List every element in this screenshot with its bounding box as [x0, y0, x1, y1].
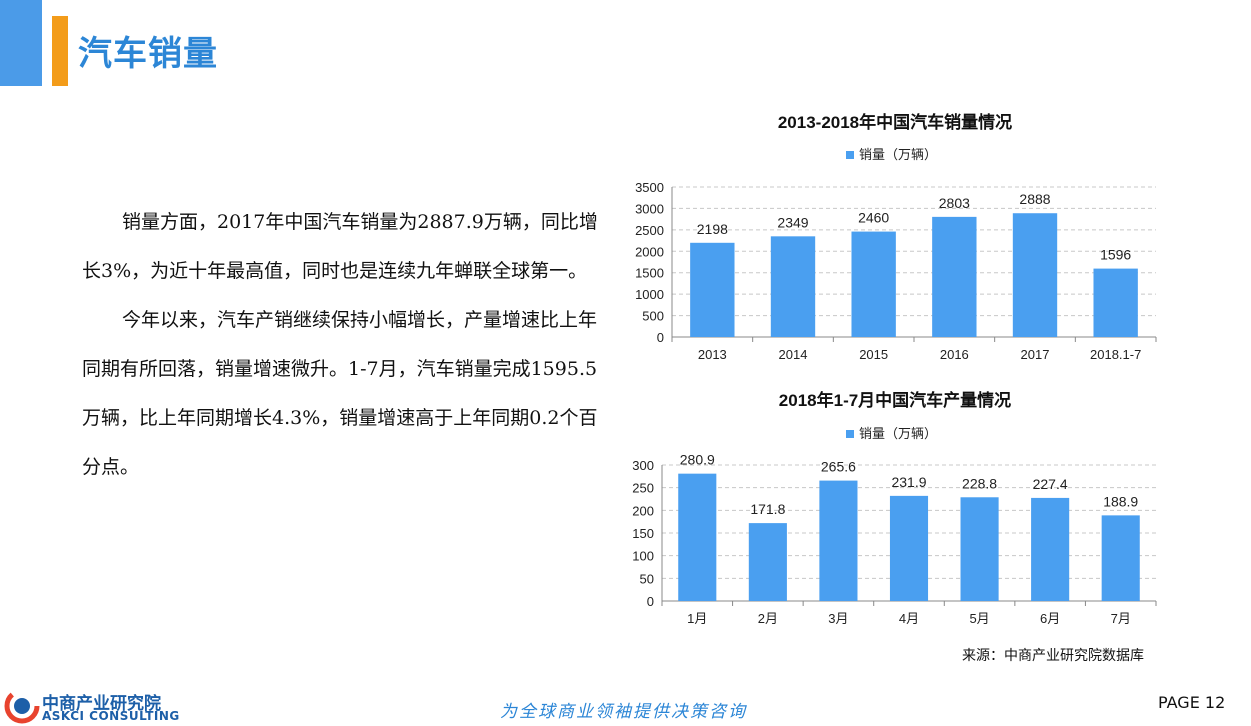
- chart2-bar: [819, 480, 858, 601]
- chart1-legend-swatch: [846, 151, 854, 159]
- body-text: 销量方面，2017年中国汽车销量为2887.9万辆，同比增长3%，为近十年最高值…: [82, 198, 602, 492]
- paragraph-1: 销量方面，2017年中国汽车销量为2887.9万辆，同比增长3%，为近十年最高值…: [82, 211, 598, 282]
- chart2-ytick-label: 300: [632, 458, 654, 473]
- chart2-data-label: 265.6: [821, 459, 856, 475]
- chart2-ytick-label: 250: [632, 481, 654, 496]
- chart1-bar: [932, 216, 977, 337]
- chart2-bar: [889, 495, 929, 601]
- chart1-x-label: 2013: [698, 347, 727, 362]
- chart1-data-label: 2803: [939, 195, 970, 211]
- chart1-title: 2013-2018年中国汽车销量情况: [777, 113, 1013, 132]
- chart1-x-label: 2017: [1021, 347, 1050, 362]
- chart1-x-label: 2018.1-7: [1090, 347, 1141, 362]
- source-note: 来源：中商产业研究院数据库: [962, 648, 1144, 664]
- chart1-ytick-label: 3000: [635, 201, 664, 216]
- chart1-bar: [1093, 268, 1138, 337]
- chart-1: 销量（万辆） 0 500 1000 1500 2000 2500 3000 3500 2198 20…: [635, 147, 1157, 362]
- chart-2: 销量（万辆） 0 50 100 150 200 250 300 280.9 1月 171.8 2月 26…: [632, 426, 1157, 626]
- header-accent-orange: [52, 16, 68, 86]
- chart2-bar: [748, 523, 787, 601]
- chart1-x-label: 2015: [859, 347, 888, 362]
- paragraph-2: 今年以来，汽车产销继续保持小幅增长，产量增速比上年同期有所回落，销量增速微升。1…: [82, 309, 598, 478]
- chart2-bar: [960, 497, 999, 601]
- chart2-legend-label: 销量（万辆）: [859, 426, 937, 441]
- logo-text-cn: 中商产业研究院: [42, 694, 161, 714]
- chart2-x-label: 2月: [758, 611, 778, 626]
- chart2-bar: [1031, 497, 1070, 601]
- chart2-data-label: 231.9: [891, 474, 926, 490]
- chart2-ytick-label: 100: [632, 549, 654, 564]
- chart1-ytick-label: 0: [657, 330, 664, 345]
- chart2-x-label: 5月: [969, 611, 989, 626]
- chart2-ytick-label: 0: [647, 594, 654, 609]
- chart1-ytick-label: 1000: [635, 287, 664, 302]
- chart2-data-label: 228.8: [962, 475, 997, 491]
- header-accent-blue: [0, 0, 42, 86]
- chart1-legend: 销量（万辆）: [846, 147, 937, 162]
- page-title: 汽车销量: [78, 34, 218, 74]
- chart2-x-label: 7月: [1111, 611, 1131, 626]
- chart2-x-label: 4月: [899, 611, 919, 626]
- chart2-x-label: 6月: [1040, 611, 1060, 626]
- chart1-data-label: 2460: [858, 210, 889, 226]
- slogan: 为全球商业领袖提供决策咨询: [500, 702, 747, 722]
- chart1-data-label: 2888: [1019, 191, 1050, 207]
- chart1-data-label: 2198: [697, 221, 728, 237]
- chart1-ytick-label: 2500: [635, 223, 664, 238]
- chart1-bar: [770, 236, 816, 337]
- chart2-title: 2018年1-7月中国汽车产量情况: [778, 391, 1012, 410]
- chart2-data-label: 227.4: [1033, 476, 1068, 492]
- chart1-x-label: 2016: [940, 347, 969, 362]
- chart2-ytick-label: 150: [632, 526, 654, 541]
- chart2-ytick-label: 200: [632, 503, 654, 518]
- chart1-x-label: 2014: [779, 347, 808, 362]
- page-number: PAGE 12: [1158, 693, 1226, 712]
- chart1-legend-label: 销量（万辆）: [859, 147, 937, 162]
- chart1-bar: [851, 231, 896, 337]
- chart1-ytick-label: 500: [642, 309, 664, 324]
- chart1-ytick-label: 3500: [635, 180, 664, 195]
- chart2-x-label: 1月: [687, 611, 707, 626]
- logo-text-en: ASKCI CONSULTING: [42, 709, 180, 723]
- chart1-bar: [1012, 213, 1058, 337]
- chart2-bar: [1101, 515, 1140, 601]
- chart2-ytick-label: 50: [640, 571, 654, 586]
- chart1-ytick-label: 2000: [635, 244, 664, 259]
- chart2-bar: [678, 473, 717, 601]
- chart1-ytick-label: 1500: [635, 266, 664, 281]
- logo-icon: [4, 688, 40, 724]
- chart1-bar: [690, 242, 735, 337]
- chart2-x-label: 3月: [828, 611, 848, 626]
- chart2-data-label: 280.9: [680, 452, 715, 468]
- chart2-legend-swatch: [846, 430, 854, 438]
- chart1-data-label: 1596: [1100, 247, 1131, 263]
- chart2-legend: 销量（万辆）: [846, 426, 937, 441]
- chart2-data-label: 188.9: [1103, 493, 1138, 509]
- chart2-data-label: 171.8: [750, 501, 785, 517]
- chart1-data-label: 2349: [777, 214, 808, 230]
